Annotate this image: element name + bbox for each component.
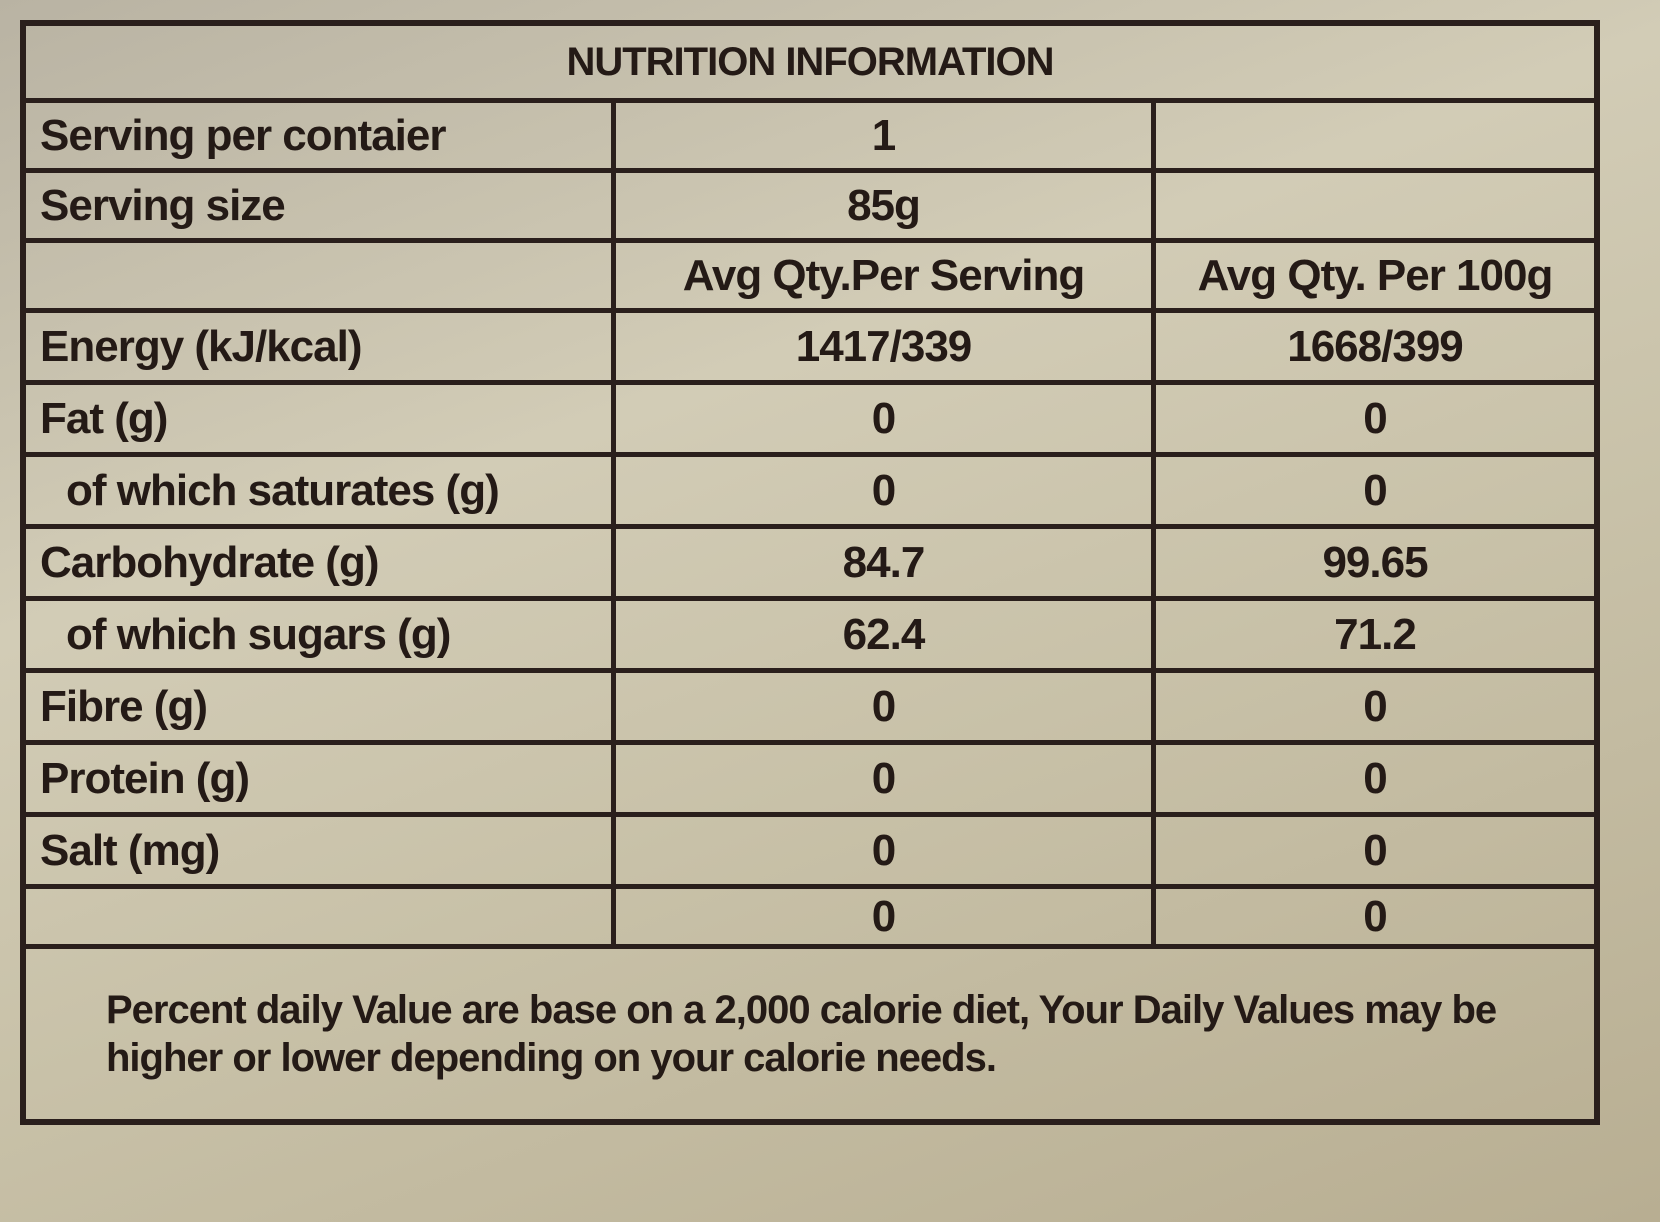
row-label: Salt (mg)	[26, 817, 616, 884]
per-100g-value: 0	[1363, 753, 1387, 803]
per-100g-value: 99.65	[1322, 537, 1428, 587]
per-serving-value: 62.4	[616, 601, 1156, 668]
row-label: Serving per contaier	[26, 103, 616, 168]
row-label: Serving size	[26, 173, 616, 238]
row-label	[26, 889, 616, 944]
title-row: NUTRITION INFORMATION	[26, 26, 1594, 98]
per-serving-value: 0	[616, 745, 1156, 812]
serving-row: Serving per contaier 1	[26, 98, 1594, 168]
per-100g-value: 0	[1363, 891, 1387, 941]
nutrient-row: of which sugars (g) 62.4 71.2	[26, 596, 1594, 668]
empty-cell	[1156, 103, 1594, 168]
row-label: of which saturates (g)	[26, 457, 616, 524]
row-label: Fat (g)	[26, 385, 616, 452]
per-100g-value: 1668/399	[1287, 321, 1464, 371]
serving-value: 1	[616, 103, 1156, 168]
per-100g-value: 71.2	[1334, 609, 1417, 659]
empty-cell	[26, 243, 616, 308]
nutrient-row: Fat (g) 0 0	[26, 380, 1594, 452]
per-100g-value: 0	[1363, 681, 1387, 731]
nutrition-table: NUTRITION INFORMATION Serving per contai…	[20, 20, 1600, 1125]
per-serving-value: 84.7	[616, 529, 1156, 596]
nutrient-row: of which saturates (g) 0 0	[26, 452, 1594, 524]
nutrient-row: Fibre (g) 0 0	[26, 668, 1594, 740]
nutrient-row: Carbohydrate (g) 84.7 99.65	[26, 524, 1594, 596]
footnote: Percent daily Value are base on a 2,000 …	[106, 988, 1497, 1080]
per-100g-value: 0	[1363, 393, 1387, 443]
per-serving-value: 0	[616, 673, 1156, 740]
per-serving-value: 0	[616, 817, 1156, 884]
per-serving-value: 0	[616, 457, 1156, 524]
per-serving-value: 0	[616, 385, 1156, 452]
serving-value: 85g	[616, 173, 1156, 238]
serving-row: Serving size 85g	[26, 168, 1594, 238]
row-label: Carbohydrate (g)	[26, 529, 616, 596]
table-title: NUTRITION INFORMATION	[566, 39, 1054, 84]
row-label: of which sugars (g)	[26, 601, 616, 668]
nutrient-row: Energy (kJ/kcal) 1417/339 1668/399	[26, 308, 1594, 380]
nutrient-row: Salt (mg) 0 0	[26, 812, 1594, 884]
nutrient-row: Protein (g) 0 0	[26, 740, 1594, 812]
per-serving-value: 0	[616, 889, 1156, 944]
empty-cell	[1156, 173, 1594, 238]
header-row: Avg Qty.Per Serving Avg Qty. Per 100g	[26, 238, 1594, 308]
per-100g-value: 0	[1363, 465, 1387, 515]
row-label: Fibre (g)	[26, 673, 616, 740]
column-header: Avg Qty.Per Serving	[616, 243, 1156, 308]
row-label: Energy (kJ/kcal)	[26, 313, 616, 380]
column-header: Avg Qty. Per 100g	[1197, 250, 1554, 300]
footnote-row: Percent daily Value are base on a 2,000 …	[26, 944, 1594, 1119]
per-serving-value: 1417/339	[616, 313, 1156, 380]
row-label: Protein (g)	[26, 745, 616, 812]
per-100g-value: 0	[1363, 825, 1387, 875]
